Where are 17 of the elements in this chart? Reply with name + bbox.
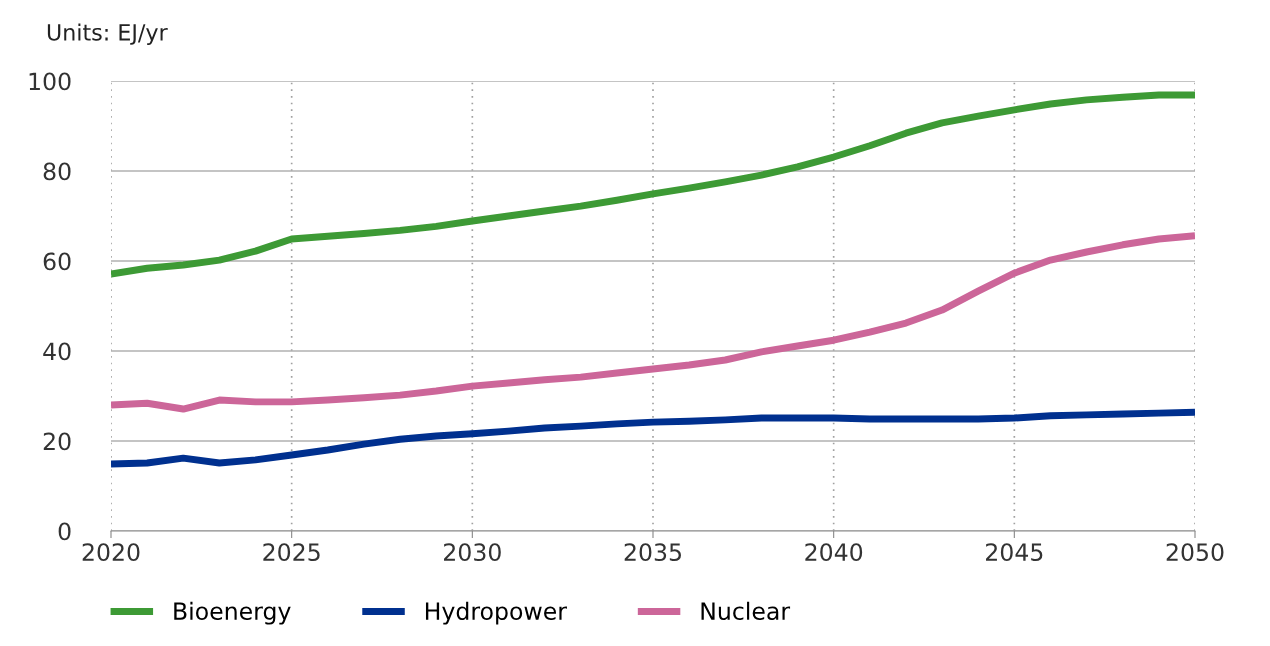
legend-label: Nuclear xyxy=(701,601,791,621)
y-tick-label: 80 xyxy=(43,162,71,181)
x-tick-label: 2030 xyxy=(444,543,501,562)
y-tick-label: 60 xyxy=(43,252,71,271)
x-tick-label: 2045 xyxy=(986,543,1043,562)
x-tick-label: 2025 xyxy=(263,543,320,562)
x-tick-label: 2020 xyxy=(82,543,140,562)
x-tick-label: 2040 xyxy=(805,543,863,562)
y-tick-label: 100 xyxy=(29,72,71,91)
legend-label: Bioenergy xyxy=(174,601,291,625)
legend-label: Hydropower xyxy=(425,601,567,625)
y-axis-title: Units: EJ/yr xyxy=(47,23,168,45)
y-tick-label: 20 xyxy=(43,432,71,451)
y-tick-label: 0 xyxy=(58,522,71,541)
x-tick-label: 2035 xyxy=(624,543,681,562)
y-tick-label: 40 xyxy=(43,342,71,361)
x-tick-label: 2050 xyxy=(1166,543,1224,562)
